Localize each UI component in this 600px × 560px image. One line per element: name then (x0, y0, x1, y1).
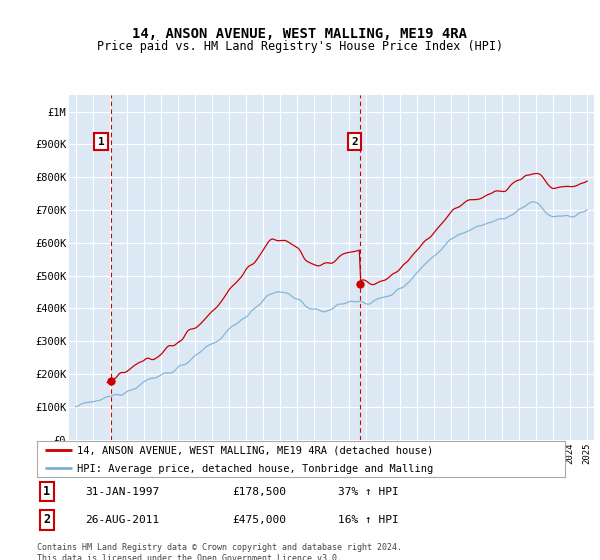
Text: 2: 2 (351, 137, 358, 147)
Text: 16% ↑ HPI: 16% ↑ HPI (338, 515, 399, 525)
Text: Price paid vs. HM Land Registry's House Price Index (HPI): Price paid vs. HM Land Registry's House … (97, 40, 503, 53)
Text: 14, ANSON AVENUE, WEST MALLING, ME19 4RA (detached house): 14, ANSON AVENUE, WEST MALLING, ME19 4RA… (77, 446, 433, 455)
Text: 1: 1 (98, 137, 104, 147)
Point (106, 376, 116, 385)
Text: 31-JAN-1997: 31-JAN-1997 (85, 487, 159, 497)
Text: 37% ↑ HPI: 37% ↑ HPI (338, 487, 399, 497)
Text: 14, ANSON AVENUE, WEST MALLING, ME19 4RA: 14, ANSON AVENUE, WEST MALLING, ME19 4RA (133, 27, 467, 41)
Text: Contains HM Land Registry data © Crown copyright and database right 2024.
This d: Contains HM Land Registry data © Crown c… (37, 543, 402, 560)
Text: £178,500: £178,500 (233, 487, 287, 497)
Text: 1: 1 (43, 485, 50, 498)
Text: 26-AUG-2011: 26-AUG-2011 (85, 515, 159, 525)
Point (355, 279, 364, 288)
Text: 2: 2 (43, 514, 50, 526)
Text: HPI: Average price, detached house, Tonbridge and Malling: HPI: Average price, detached house, Tonb… (77, 464, 433, 474)
Text: £475,000: £475,000 (233, 515, 287, 525)
